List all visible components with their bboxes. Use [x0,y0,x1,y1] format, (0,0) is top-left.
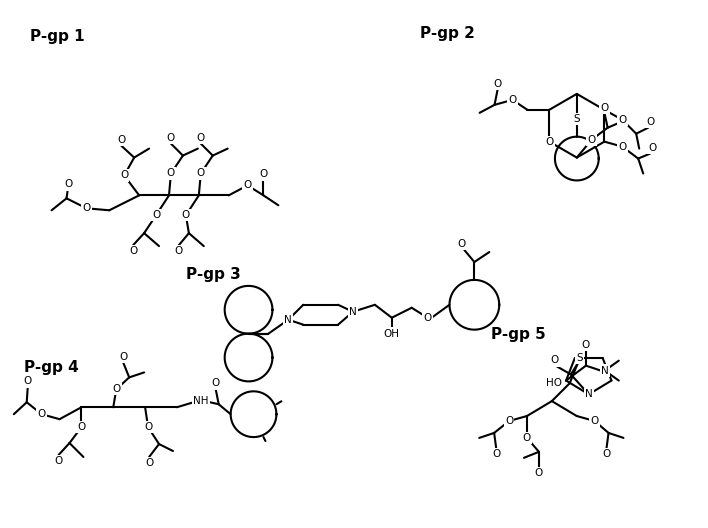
Text: NH: NH [193,397,209,406]
Text: O: O [493,79,502,89]
Text: OH: OH [384,328,400,338]
Text: O: O [618,142,627,152]
Text: N: N [349,307,357,317]
Text: O: O [117,135,125,145]
Text: P-gp 5: P-gp 5 [491,327,546,342]
Text: O: O [82,203,91,213]
Text: O: O [119,352,127,362]
Text: O: O [505,416,513,426]
Text: O: O [588,135,596,145]
Text: O: O [182,210,190,220]
Text: O: O [144,422,152,432]
Text: HO: HO [546,378,562,388]
Text: O: O [120,171,128,181]
Text: O: O [212,379,220,389]
Text: O: O [145,458,153,468]
Text: O: O [492,449,501,459]
Text: N: N [601,365,609,375]
Text: O: O [77,422,86,432]
Text: N: N [585,389,593,399]
Text: O: O [423,313,432,323]
Text: N: N [285,315,292,325]
Text: P-gp 1: P-gp 1 [30,29,84,44]
Text: S: S [573,114,580,124]
Text: O: O [197,168,205,178]
Text: O: O [259,169,268,180]
Text: O: O [167,133,175,143]
Text: O: O [167,168,175,178]
Text: O: O [152,210,160,220]
Text: O: O [508,95,517,105]
Text: O: O [603,449,611,459]
Text: O: O [646,117,654,127]
Text: O: O [545,137,554,147]
Text: P-gp 3: P-gp 3 [186,268,241,282]
Text: O: O [197,133,205,143]
Text: O: O [457,239,466,249]
Text: P-gp 4: P-gp 4 [24,360,79,375]
Text: O: O [244,181,251,191]
Text: O: O [55,456,63,466]
Text: O: O [535,468,543,478]
Text: O: O [112,384,120,394]
Text: O: O [523,433,531,443]
Text: O: O [590,416,599,426]
Text: O: O [23,376,32,386]
Text: P-gp 2: P-gp 2 [420,26,474,41]
Text: O: O [582,340,590,350]
Text: O: O [64,180,73,190]
Text: O: O [618,115,627,125]
Text: O: O [551,355,559,365]
Text: O: O [600,103,609,113]
Text: S: S [576,353,583,363]
Text: O: O [129,246,137,256]
Text: O: O [175,246,183,256]
Text: O: O [648,143,656,153]
Text: O: O [38,409,46,419]
